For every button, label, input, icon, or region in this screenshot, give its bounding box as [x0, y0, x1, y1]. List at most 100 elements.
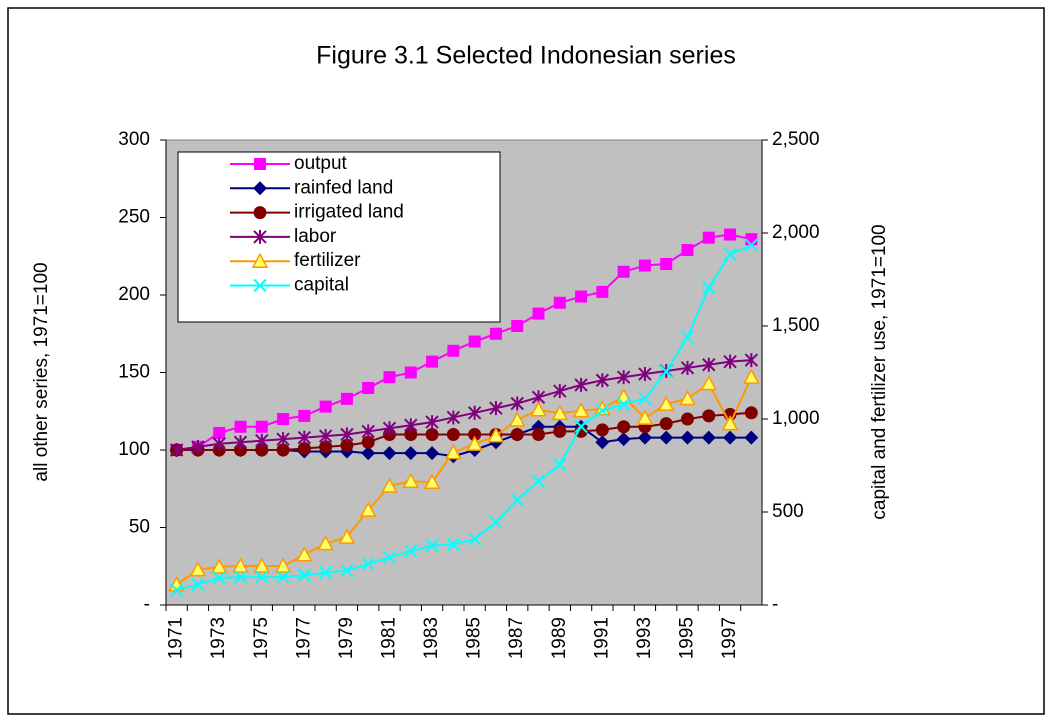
data-point: [724, 228, 737, 241]
data-point: [210, 558, 228, 574]
data-point: [723, 247, 737, 262]
data-point: [361, 424, 375, 439]
data-point: [680, 360, 695, 375]
data-point: [213, 426, 226, 439]
data-point: [191, 577, 205, 592]
data-point: [382, 550, 397, 565]
data-point: [616, 370, 631, 385]
data-point: [702, 281, 716, 295]
data-point: [574, 419, 588, 434]
data-point: [574, 424, 588, 438]
data-point: [381, 477, 398, 493]
data-point: [701, 430, 716, 445]
data-point: [595, 403, 610, 418]
data-point: [425, 538, 439, 553]
data-point: [276, 443, 290, 457]
data-point: [531, 474, 546, 489]
data-point: [530, 401, 547, 417]
x-tick-label: 1991: [591, 617, 612, 659]
data-point: [274, 557, 292, 573]
x-tick-label: 1985: [464, 617, 485, 659]
data-point: [744, 406, 758, 420]
data-point: [680, 330, 695, 344]
data-point: [318, 565, 333, 580]
data-point: [255, 570, 269, 584]
data-point: [403, 446, 418, 461]
data-point: [574, 377, 588, 392]
data-point: [595, 373, 610, 388]
data-point: [445, 443, 462, 460]
chart-title: Figure 3.1 Selected Indonesian series: [316, 42, 736, 70]
data-point: [361, 446, 376, 461]
series-line: [176, 233, 752, 451]
data-point: [617, 420, 631, 434]
data-point: [426, 355, 439, 368]
x-tick-label: 1993: [634, 617, 655, 659]
y-tick-label: 250: [118, 207, 150, 228]
y-tick-label: 300: [118, 129, 150, 150]
data-point: [468, 428, 482, 441]
data-point: [340, 563, 354, 578]
data-point: [487, 427, 505, 443]
x-tick-label: 1983: [421, 617, 442, 659]
data-point: [744, 353, 759, 368]
data-point: [232, 557, 249, 573]
data-point: [189, 561, 207, 577]
x-tick-label: 1997: [719, 617, 740, 659]
data-point: [680, 430, 695, 445]
data-point: [425, 415, 439, 430]
series-line: [176, 376, 753, 586]
data-point: [276, 432, 290, 447]
data-point: [383, 371, 396, 384]
data-point: [744, 430, 759, 445]
data-point: [508, 411, 526, 427]
data-point: [681, 412, 694, 426]
y-tick-label: 200: [118, 284, 150, 305]
data-point: [404, 366, 417, 379]
data-point: [318, 429, 333, 444]
x-tick-label: 1979: [336, 617, 357, 659]
series-line: [176, 244, 752, 592]
data-point: [551, 404, 569, 421]
data-point: [297, 568, 312, 582]
data-point: [636, 409, 654, 425]
data-point: [660, 258, 673, 270]
data-point: [319, 440, 333, 454]
data-point: [596, 285, 609, 298]
y2-tick-label: 500: [772, 501, 804, 522]
data-point: [702, 357, 716, 372]
data-point: [616, 397, 631, 411]
x-tick-label: 1977: [293, 617, 314, 659]
data-point: [743, 368, 760, 384]
data-point: [679, 389, 696, 406]
data-point: [298, 409, 311, 422]
data-point: [297, 441, 311, 455]
data-point: [212, 571, 226, 585]
data-point: [340, 427, 354, 442]
data-point: [553, 296, 566, 309]
data-point: [553, 457, 567, 472]
data-point: [702, 231, 715, 244]
data-point: [489, 327, 502, 340]
y-axis-label: all other series, 1971=100: [31, 262, 52, 481]
data-point: [659, 364, 673, 379]
data-point: [425, 428, 439, 441]
data-point: [595, 423, 609, 437]
data-point: [447, 344, 460, 357]
data-point: [638, 391, 652, 406]
data-point: [467, 405, 482, 420]
data-point: [296, 546, 313, 562]
data-point: [425, 446, 440, 461]
data-point: [402, 472, 420, 489]
legend-label: rainfed land: [294, 177, 393, 198]
y-tick-label: -: [144, 594, 150, 615]
y2-tick-label: 1,500: [772, 315, 820, 336]
data-point: [446, 537, 461, 552]
y2-axis-label: capital and fertilizer use, 1971=100: [869, 224, 890, 519]
x-tick-label: 1973: [208, 617, 229, 659]
data-point: [510, 428, 524, 441]
y2-tick-label: -: [772, 594, 778, 615]
data-point: [317, 535, 334, 551]
series-line: [176, 359, 752, 451]
